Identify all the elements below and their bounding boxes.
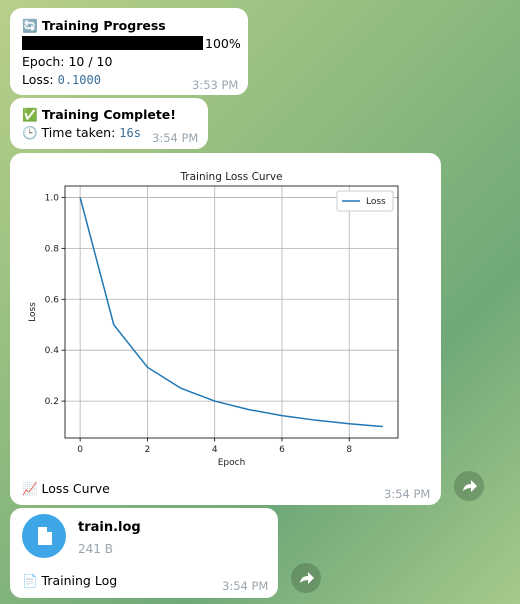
x-axis-label: Epoch (218, 458, 246, 468)
message-bubble: 🔄 Training Progress 100% Epoch: 10 / 10 … (10, 8, 248, 95)
forward-button[interactable] (454, 471, 484, 501)
message-bubble: ✅ Training Complete! 🕒 Time taken: 16s 3… (10, 98, 208, 149)
caption: 📄 Training Log (22, 573, 118, 588)
time-label: 🕒 Time taken: (22, 125, 120, 140)
forward-button[interactable] (291, 563, 321, 593)
timestamp: 3:54 PM (152, 131, 199, 145)
epoch: Epoch: 10 / 10 (22, 54, 113, 69)
legend-box (336, 190, 394, 212)
legend-label: Loss (366, 197, 386, 207)
loss-label: Loss: (22, 72, 58, 87)
message-bubble: Training Loss Curve 0 2 4 6 8 0.2 0.4 0.6 0.8 1.0 E… (10, 153, 441, 505)
x-tick-label: 6 (279, 445, 285, 455)
file-size: 241 B (78, 542, 113, 556)
percent: 100% (205, 36, 241, 51)
line (79, 197, 383, 428)
timestamp: 3:53 PM (192, 78, 239, 92)
timestamp: 3:54 PM (384, 487, 431, 501)
y-axis-label: Loss (28, 302, 38, 322)
y-tick-label: 0.4 (45, 346, 60, 356)
progress-bar (22, 36, 203, 50)
title: 🔄 Training Progress (22, 18, 166, 33)
x-tick-label: 0 (77, 445, 83, 455)
chart-title: Training Loss Curve (179, 171, 282, 183)
x-tick-label: 8 (346, 445, 352, 455)
file-icon[interactable] (22, 514, 66, 558)
timestamp: 3:54 PM (222, 579, 269, 593)
y-tick-label: 1.0 (45, 193, 60, 203)
plot-frame (64, 185, 399, 439)
title: ✅ Training Complete! (22, 107, 176, 122)
caption: 📈 Loss Curve (22, 481, 110, 496)
chart: Training Loss Curve 0 2 4 6 8 0.2 0.4 0.6 0.8 1.0 E… (22, 160, 432, 470)
y-tick-label: 0.2 (45, 397, 59, 407)
y-tick-label: 0.6 (45, 295, 60, 305)
file-name[interactable]: train.log (78, 520, 141, 535)
chart-background (22, 160, 432, 470)
x-tick-label: 2 (145, 445, 151, 455)
y-tick-label: 0.8 (45, 244, 60, 254)
message-bubble: train.log 241 B 📄 Training Log 3:54 PM (10, 508, 278, 598)
time-value: 16s (119, 126, 141, 140)
loss-value: 0.1000 (57, 73, 101, 87)
x-tick-label: 4 (212, 445, 218, 455)
